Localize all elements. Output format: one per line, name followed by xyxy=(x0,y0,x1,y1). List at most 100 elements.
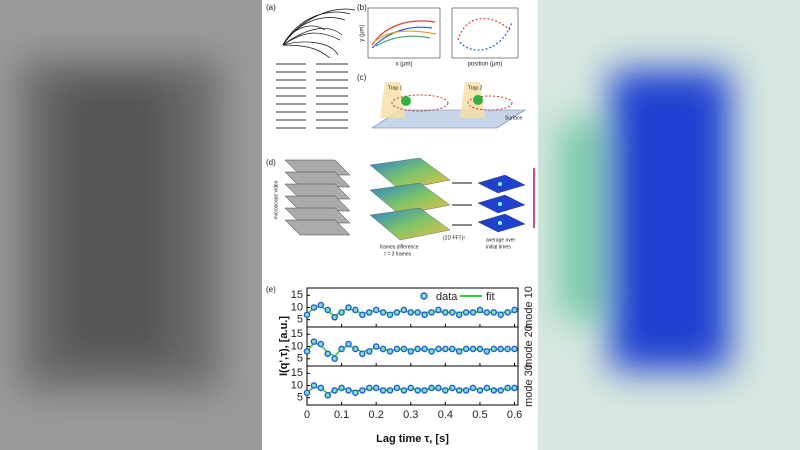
data-point xyxy=(421,311,428,319)
trap-label: Trap 1 xyxy=(388,85,402,91)
panel-label: (a) xyxy=(266,3,276,12)
data-point xyxy=(379,309,387,316)
data-point xyxy=(400,306,408,314)
data-point xyxy=(462,387,470,394)
data-point xyxy=(317,384,325,392)
data-point xyxy=(483,384,491,392)
data-point xyxy=(455,311,463,319)
data-point xyxy=(338,309,345,316)
data-point xyxy=(421,345,428,353)
data-point xyxy=(393,384,401,392)
data-point xyxy=(428,309,435,316)
data-point xyxy=(365,309,373,316)
panel-c: (c) Trap 1 Trap 2 Surface xyxy=(357,73,527,129)
data-point xyxy=(331,313,338,321)
data-point xyxy=(331,355,338,362)
caption: (2D FFT)² xyxy=(443,235,465,241)
data-point xyxy=(504,384,511,392)
data-point xyxy=(497,387,505,394)
data-point xyxy=(448,384,456,392)
data-point xyxy=(310,382,318,389)
data-point xyxy=(317,340,325,348)
panel-label: (d) xyxy=(266,158,276,167)
legend-label: data xyxy=(436,291,458,303)
data-point xyxy=(476,306,484,314)
data-point xyxy=(379,387,387,394)
data-point xyxy=(365,384,373,392)
data-point xyxy=(359,311,366,319)
x-tick-label: 0.4 xyxy=(438,409,453,421)
y-axis-label: I(q',τ), [a.u.] xyxy=(278,316,290,376)
data-point xyxy=(303,311,311,319)
panel-d: (d) microscope video frames difference τ… xyxy=(266,157,535,257)
x-tick-label: 0.5 xyxy=(472,409,487,421)
y-tick-label: 15 xyxy=(291,328,303,340)
data-point xyxy=(324,391,332,399)
data-point xyxy=(303,389,311,397)
data-point xyxy=(442,387,449,394)
data-point xyxy=(490,345,498,353)
data-point xyxy=(483,309,491,316)
data-point xyxy=(497,345,505,353)
trap-label: Trap 2 xyxy=(468,85,482,91)
data-point xyxy=(448,309,456,316)
data-point xyxy=(469,345,477,353)
data-point xyxy=(442,345,449,353)
x-tick-label: 0.3 xyxy=(403,409,418,421)
data-point xyxy=(414,309,421,316)
x-tick-label: 0.1 xyxy=(334,409,349,421)
y-tick-label: 10 xyxy=(291,379,303,391)
data-point xyxy=(511,306,518,314)
data-point xyxy=(511,384,518,392)
data-point xyxy=(310,304,318,311)
data-point xyxy=(407,384,415,392)
data-point xyxy=(372,343,380,350)
data-point xyxy=(303,348,311,355)
data-point xyxy=(504,309,511,316)
data-point xyxy=(511,345,518,353)
data-point xyxy=(352,345,359,353)
x-axis-label: Lag time τ, [s] xyxy=(376,433,449,445)
data-point xyxy=(345,387,352,394)
data-point xyxy=(490,387,498,394)
data-point xyxy=(324,350,332,358)
data-point xyxy=(462,345,470,353)
data-point xyxy=(428,384,435,392)
data-point xyxy=(386,348,394,355)
data-point xyxy=(400,387,408,394)
y-tick-label: 5 xyxy=(297,392,303,404)
y-tick-label: 10 xyxy=(291,340,303,352)
data-point xyxy=(331,387,338,394)
data-point xyxy=(435,384,442,392)
caption: frames difference xyxy=(380,244,419,250)
y-tick-label: 15 xyxy=(291,367,303,379)
data-point xyxy=(393,309,401,316)
data-point xyxy=(414,345,421,353)
data-point xyxy=(414,387,421,394)
data-point xyxy=(359,387,366,394)
data-point xyxy=(345,304,352,311)
data-point xyxy=(469,309,477,316)
subplot-label: mode 20 xyxy=(523,325,535,368)
data-point xyxy=(338,345,345,353)
panel-a: (a) xyxy=(266,3,356,129)
y-tick-label: 5 xyxy=(297,353,303,365)
data-point xyxy=(455,348,463,355)
panel-label: (e) xyxy=(266,285,276,294)
data-point xyxy=(490,309,498,316)
legend-label: fit xyxy=(486,291,495,303)
data-point xyxy=(372,384,380,392)
data-point xyxy=(476,387,484,394)
surface-label: Surface xyxy=(505,115,522,121)
data-point xyxy=(345,340,352,348)
data-point xyxy=(407,348,415,355)
x-tick-label: 0.2 xyxy=(369,409,384,421)
data-point xyxy=(421,387,428,394)
data-point xyxy=(497,311,505,319)
data-point xyxy=(365,348,373,355)
panel-label: (b) xyxy=(357,3,367,12)
data-point xyxy=(442,309,449,316)
data-point xyxy=(359,350,366,358)
